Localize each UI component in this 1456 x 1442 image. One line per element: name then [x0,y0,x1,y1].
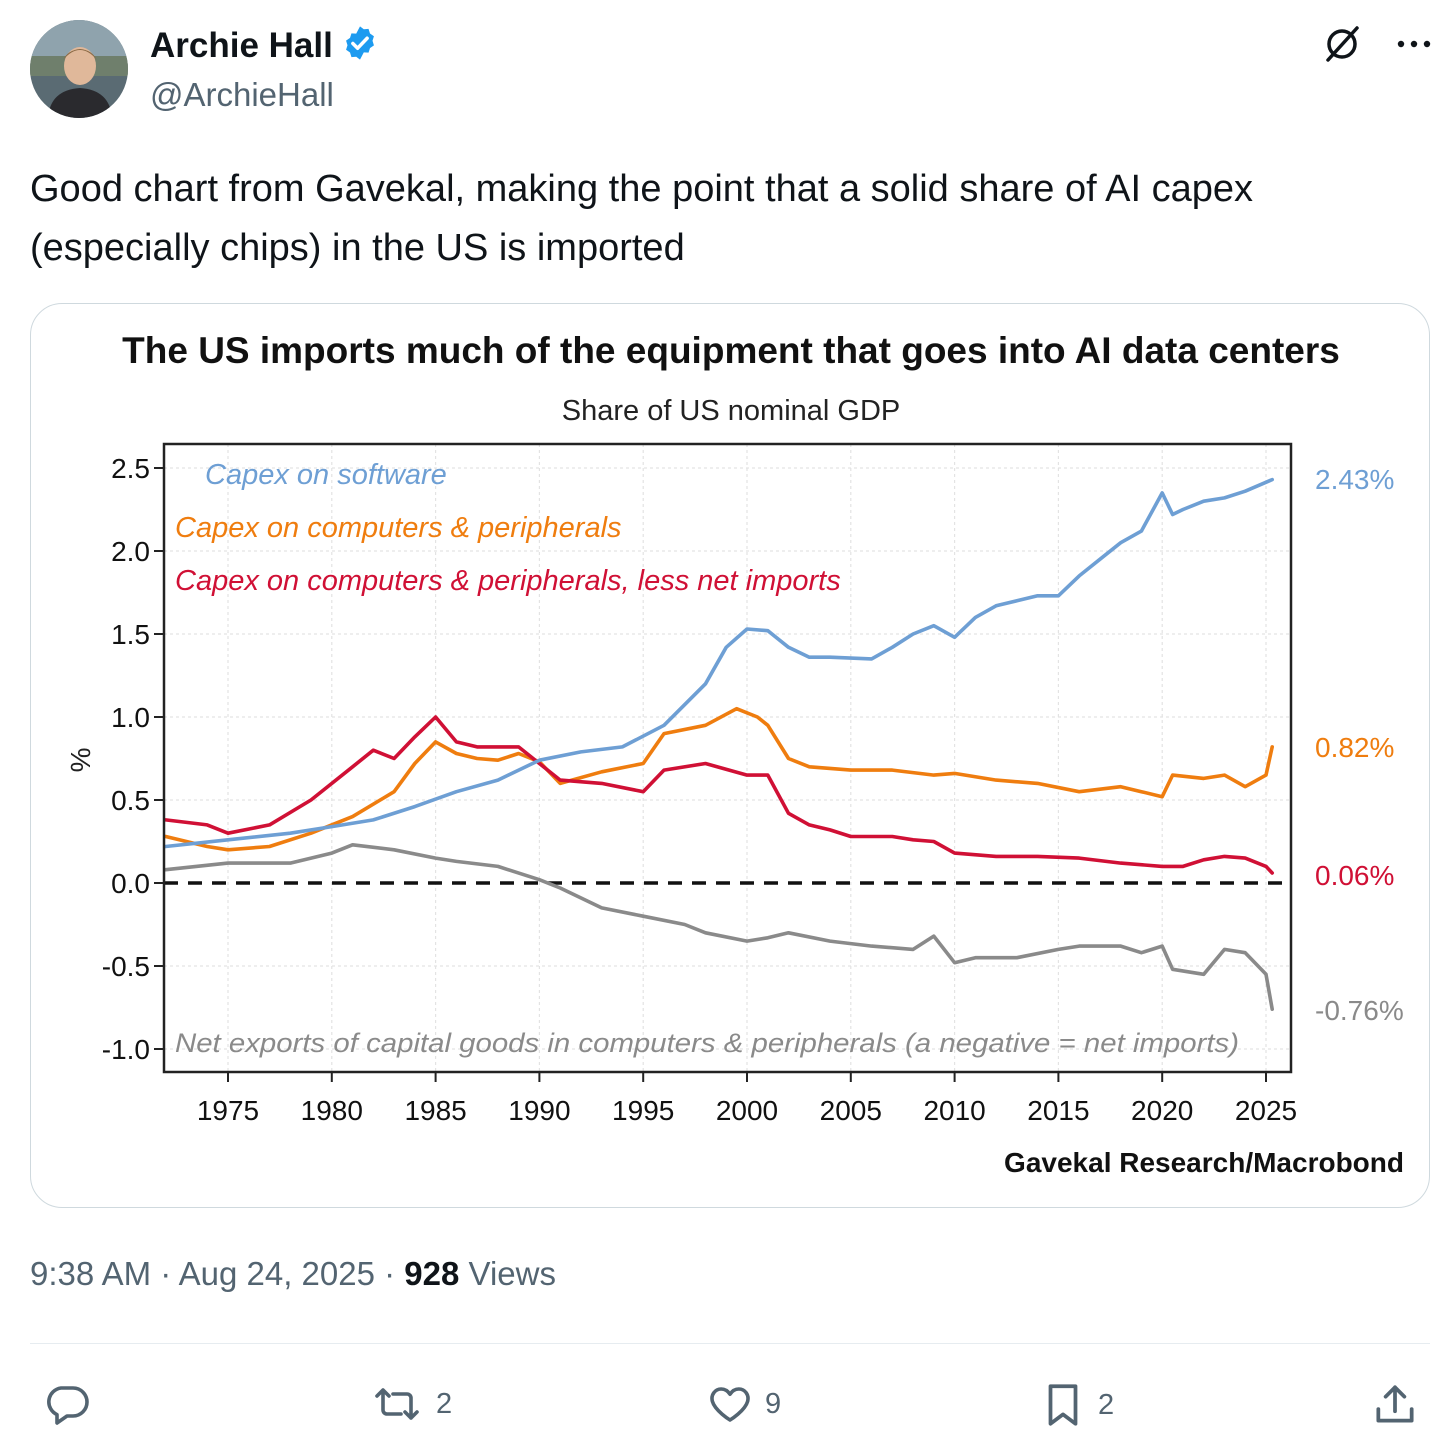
y-tick-label: 0.0 [111,868,150,899]
author-row: Archie Hall [150,24,379,67]
end-label-computers-less-imports: 0.06% [1315,860,1394,891]
like-button[interactable]: 9 [705,1380,781,1428]
y-tick-label: 2.0 [111,536,150,567]
share-icon [1376,1385,1414,1423]
chart-source: Gavekal Research/Macrobond [1004,1147,1404,1178]
repost-count: 2 [436,1387,453,1420]
x-tick-label: 1980 [301,1095,363,1126]
legend-software: Capex on software [205,459,447,491]
views-count: 928 [404,1255,460,1292]
series-line-0 [163,477,1274,849]
views-label: Views [468,1255,556,1292]
grok-icon[interactable] [1320,22,1364,71]
legend-net-exports: Net exports of capital goods in computer… [175,1028,1239,1058]
series-line-1 [163,706,1274,852]
heart-icon [710,1387,750,1422]
repost-button[interactable]: 2 [368,1380,452,1428]
end-label-software: 2.43% [1315,464,1394,495]
meta-separator: · [384,1255,396,1292]
end-label-computers: 0.82% [1315,732,1394,763]
bookmark-count: 2 [1098,1388,1115,1421]
chart-image[interactable]: The US imports much of the equipment tha… [30,303,1430,1208]
y-tick-label: 0.5 [111,785,150,816]
share-button[interactable] [1370,1380,1420,1430]
tick-layer: 1975 1980 1985 1990 1995 2000 2005 2010 2015 2020… [102,453,1297,1126]
x-tick-label: 2025 [1235,1095,1297,1126]
x-tick-label: 2005 [820,1095,882,1126]
x-tick-label: 2015 [1027,1095,1089,1126]
like-count: 9 [765,1387,782,1420]
x-tick-label: 1975 [197,1095,259,1126]
meta-separator: · [160,1255,172,1292]
avatar[interactable] [30,20,128,118]
reply-button[interactable] [42,1380,92,1428]
chart-title: The US imports much of the equipment tha… [122,330,1340,371]
x-tick-label: 1995 [612,1095,674,1126]
series-line-2 [163,715,1274,875]
legend-computers-less-imports: Capex on computers & peripherals, less n… [175,565,841,597]
tweet-time[interactable]: 9:38 AM [30,1255,152,1292]
author-name[interactable]: Archie Hall [150,25,333,65]
x-tick-label: 2010 [923,1095,985,1126]
x-tick-label: 2020 [1131,1095,1193,1126]
bookmark-icon [1048,1384,1078,1426]
x-tick-label: 1985 [404,1095,466,1126]
chart-subtitle: Share of US nominal GDP [562,395,900,427]
action-bar: 2 9 2 [0,1372,1456,1436]
plot-frame [162,442,1293,1074]
divider [30,1343,1430,1344]
series-line-3 [163,842,1274,1012]
top-right-icons [1320,22,1434,71]
x-tick-label: 1990 [508,1095,570,1126]
y-axis-label: % [65,748,96,773]
author-handle[interactable]: @ArchieHall [150,76,334,113]
y-tick-label: 2.5 [111,453,150,484]
tweet-text: Good chart from Gavekal, making the poin… [30,168,1253,269]
y-tick-label: 1.0 [111,702,150,733]
series-layer [163,477,1274,1012]
legend-computers: Capex on computers & peripherals [175,512,622,544]
y-tick-label: -1.0 [102,1034,150,1065]
y-tick-label: 1.5 [111,619,150,650]
chart-svg: The US imports much of the equipment tha… [65,330,1404,1178]
reply-icon [47,1386,89,1425]
more-options-icon[interactable] [1394,22,1434,71]
grid-layer [164,444,1291,1072]
repost-icon [375,1388,419,1420]
tweet-meta: 9:38 AM · Aug 24, 2025 · 928 Views [30,1255,556,1293]
x-tick-label: 2000 [716,1095,778,1126]
bookmark-button[interactable]: 2 [1038,1380,1114,1430]
y-tick-label: -0.5 [102,951,150,982]
verified-badge-icon [341,24,379,67]
end-label-net-exports: -0.76% [1315,995,1404,1026]
tweet-date[interactable]: Aug 24, 2025 [178,1255,375,1292]
